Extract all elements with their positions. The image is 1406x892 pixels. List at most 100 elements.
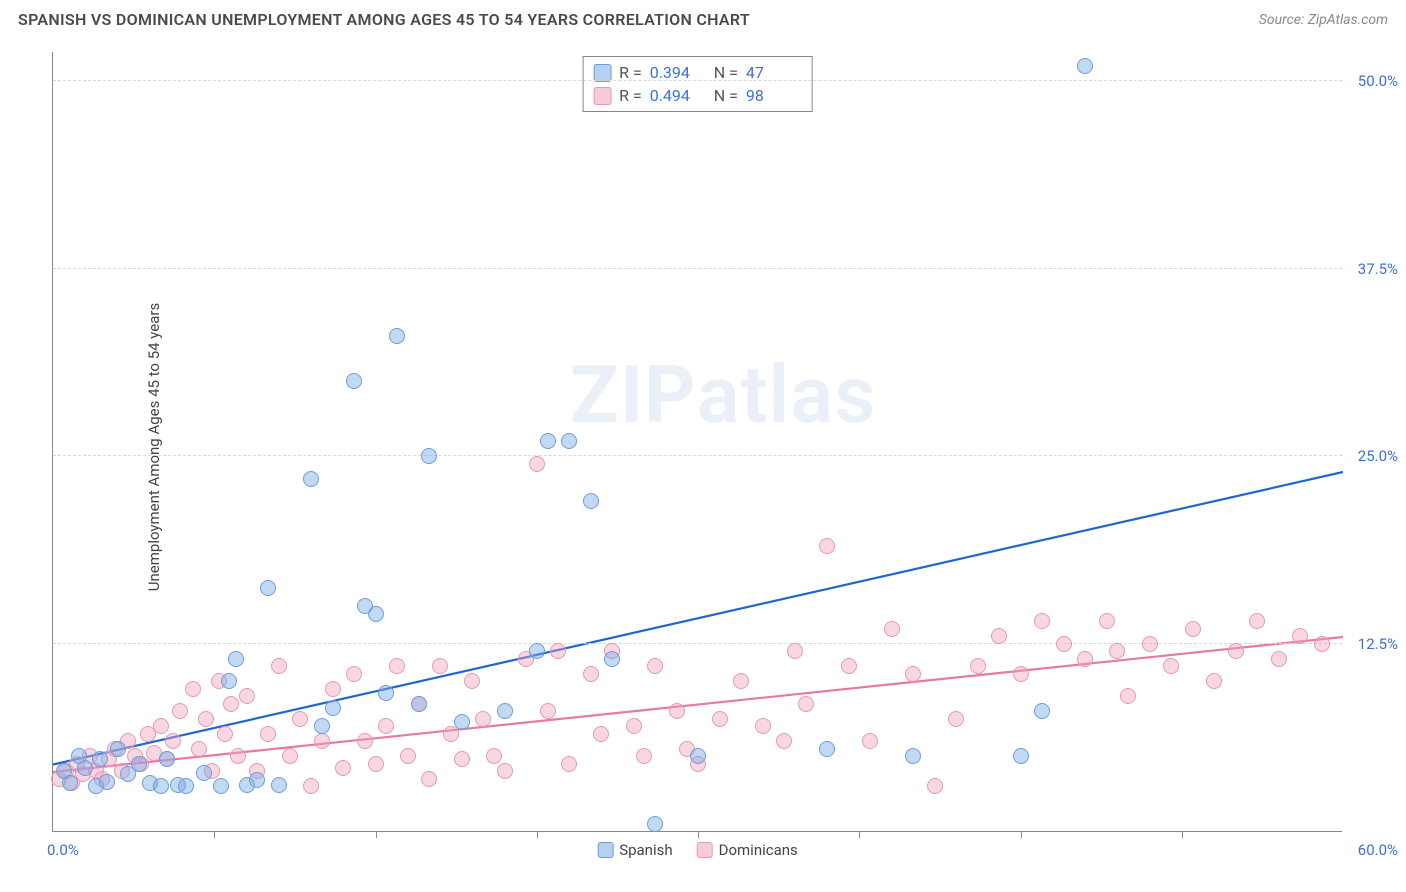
dominicans-point bbox=[712, 711, 728, 727]
dominicans-point bbox=[217, 726, 233, 742]
spanish-point bbox=[647, 816, 663, 832]
dominicans-point bbox=[1185, 621, 1201, 637]
dominicans-point bbox=[172, 703, 188, 719]
legend-stats-row-1: R = 0.494 N = 98 bbox=[593, 84, 802, 107]
x-tick bbox=[698, 831, 699, 838]
x-tick bbox=[376, 831, 377, 838]
dominicans-point bbox=[755, 718, 771, 734]
dominicans-point bbox=[271, 658, 287, 674]
spanish-point bbox=[561, 433, 577, 449]
dominicans-point bbox=[1099, 613, 1115, 629]
dominicans-point bbox=[636, 748, 652, 764]
spanish-point bbox=[77, 760, 93, 776]
trendlines bbox=[53, 52, 1343, 832]
dominicans-point bbox=[529, 456, 545, 472]
dominicans-point bbox=[550, 643, 566, 659]
dominicans-point bbox=[1228, 643, 1244, 659]
dominicans-point bbox=[1271, 651, 1287, 667]
spanish-point bbox=[368, 606, 384, 622]
dominicans-point bbox=[486, 748, 502, 764]
x-tick bbox=[214, 831, 215, 838]
title-bar: SPANISH VS DOMINICAN UNEMPLOYMENT AMONG … bbox=[0, 0, 1406, 37]
dominicans-point bbox=[400, 748, 416, 764]
y-tick-label: 37.5% bbox=[1358, 260, 1398, 278]
spanish-point bbox=[213, 778, 229, 794]
dominicans-point bbox=[1314, 636, 1330, 652]
dominicans-point bbox=[346, 666, 362, 682]
dominicans-point bbox=[991, 628, 1007, 644]
spanish-point bbox=[905, 748, 921, 764]
spanish-point bbox=[378, 685, 394, 701]
chart-title: SPANISH VS DOMINICAN UNEMPLOYMENT AMONG … bbox=[18, 10, 750, 29]
spanish-point bbox=[690, 748, 706, 764]
spanish-point bbox=[178, 778, 194, 794]
spanish-point bbox=[421, 448, 437, 464]
x-max-label: 60.0% bbox=[1358, 841, 1398, 859]
legend-swatch-spanish bbox=[597, 842, 613, 858]
dominicans-point bbox=[561, 756, 577, 772]
dominicans-point bbox=[335, 760, 351, 776]
spanish-point bbox=[249, 772, 265, 788]
dominicans-point bbox=[239, 688, 255, 704]
dominicans-point bbox=[862, 733, 878, 749]
dominicans-point bbox=[292, 711, 308, 727]
spanish-point bbox=[454, 714, 470, 730]
spanish-point bbox=[819, 741, 835, 757]
spanish-point bbox=[153, 778, 169, 794]
legend-item-spanish: Spanish bbox=[597, 841, 672, 859]
spanish-point bbox=[303, 471, 319, 487]
dominicans-point bbox=[153, 718, 169, 734]
dominicans-point bbox=[357, 733, 373, 749]
dominicans-point bbox=[421, 771, 437, 787]
spanish-point bbox=[411, 696, 427, 712]
dominicans-point bbox=[1163, 658, 1179, 674]
dominicans-point bbox=[223, 696, 239, 712]
dominicans-point bbox=[198, 711, 214, 727]
dominicans-point bbox=[389, 658, 405, 674]
x-tick bbox=[537, 831, 538, 838]
dominicans-point bbox=[905, 666, 921, 682]
dominicans-point bbox=[191, 741, 207, 757]
spanish-point bbox=[389, 328, 405, 344]
spanish-trendline bbox=[53, 472, 1343, 765]
watermark: ZIPatlas bbox=[570, 348, 876, 442]
watermark-left: ZIP bbox=[570, 348, 697, 442]
dominicans-point bbox=[230, 748, 246, 764]
watermark-right: atlas bbox=[697, 348, 877, 442]
dominicans-point bbox=[475, 711, 491, 727]
gridline bbox=[53, 268, 1342, 269]
dominicans-point bbox=[583, 666, 599, 682]
dominicans-point bbox=[948, 711, 964, 727]
spanish-point bbox=[99, 774, 115, 790]
dominicans-point bbox=[787, 643, 803, 659]
x-tick bbox=[1182, 831, 1183, 838]
spanish-point bbox=[92, 751, 108, 767]
dominicans-point bbox=[1013, 666, 1029, 682]
dominicans-point bbox=[454, 751, 470, 767]
legend-label-spanish: Spanish bbox=[619, 841, 672, 859]
spanish-point bbox=[260, 580, 276, 596]
dominicans-point bbox=[464, 673, 480, 689]
legend-r-label-1: R = bbox=[619, 86, 642, 105]
dominicans-point bbox=[1206, 673, 1222, 689]
dominicans-point bbox=[497, 763, 513, 779]
dominicans-point bbox=[368, 756, 384, 772]
dominicans-point bbox=[540, 703, 556, 719]
spanish-point bbox=[1077, 58, 1093, 74]
dominicans-point bbox=[1109, 643, 1125, 659]
dominicans-point bbox=[303, 778, 319, 794]
y-tick-label: 25.0% bbox=[1358, 447, 1398, 465]
spanish-point bbox=[221, 673, 237, 689]
x-tick bbox=[1021, 831, 1022, 838]
legend-swatch-0 bbox=[593, 64, 611, 82]
legend-n-label-1: N = bbox=[714, 86, 738, 105]
legend-categories: Spanish Dominicans bbox=[597, 841, 798, 859]
x-tick bbox=[859, 831, 860, 838]
legend-n-value-1: 98 bbox=[746, 86, 802, 105]
dominicans-point bbox=[1120, 688, 1136, 704]
spanish-point bbox=[497, 703, 513, 719]
x-origin-label: 0.0% bbox=[47, 841, 79, 859]
plot-area: ZIPatlas R = 0.394 N = 47 R = 0.494 N = … bbox=[52, 52, 1342, 832]
spanish-point bbox=[604, 651, 620, 667]
dominicans-point bbox=[1056, 636, 1072, 652]
